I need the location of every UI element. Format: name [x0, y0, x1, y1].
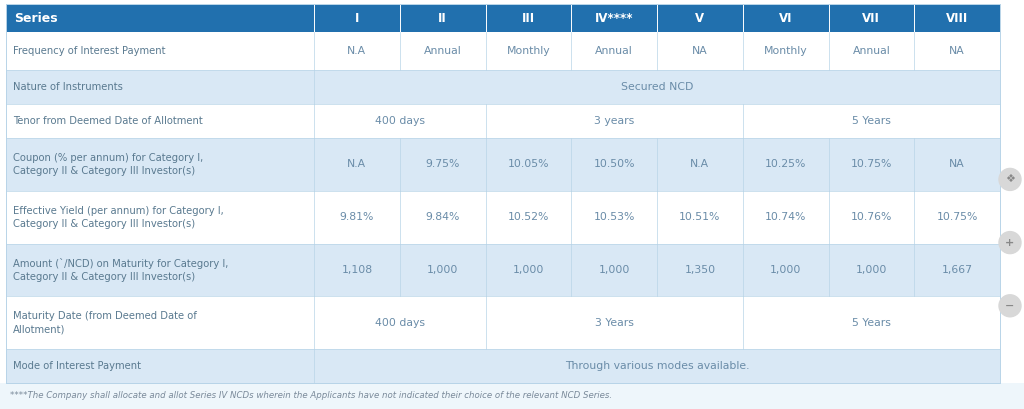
Text: ❖: ❖: [1005, 174, 1015, 184]
Bar: [6, 104, 1000, 138]
Bar: [6, 297, 1000, 349]
Text: Annual: Annual: [595, 46, 633, 56]
Text: Frequency of Interest Payment: Frequency of Interest Payment: [13, 46, 166, 56]
Text: Monthly: Monthly: [507, 46, 550, 56]
Text: 1,108: 1,108: [341, 265, 373, 275]
Text: 5 Years: 5 Years: [852, 116, 891, 126]
Text: 5 Years: 5 Years: [852, 318, 891, 328]
Text: IV****: IV****: [595, 11, 634, 25]
Circle shape: [999, 169, 1021, 191]
Text: 1,667: 1,667: [942, 265, 973, 275]
Text: 1,000: 1,000: [598, 265, 630, 275]
Text: V: V: [695, 11, 705, 25]
Text: I: I: [354, 11, 359, 25]
Bar: [6, 70, 1000, 104]
Text: Effective Yield (per annum) for Category I,
Category II & Category III Investor(: Effective Yield (per annum) for Category…: [13, 205, 224, 229]
Text: 10.75%: 10.75%: [851, 159, 892, 169]
Circle shape: [999, 231, 1021, 254]
Text: Tenor from Deemed Date of Allotment: Tenor from Deemed Date of Allotment: [13, 116, 203, 126]
Text: Maturity Date (from Deemed Date of
Allotment): Maturity Date (from Deemed Date of Allot…: [13, 311, 197, 335]
Text: VIII: VIII: [946, 11, 969, 25]
Text: NA: NA: [949, 46, 965, 56]
Text: NA: NA: [692, 46, 708, 56]
Text: III: III: [522, 11, 535, 25]
Text: Annual: Annual: [853, 46, 890, 56]
Text: NA: NA: [949, 159, 965, 169]
Text: 10.53%: 10.53%: [594, 212, 635, 222]
Text: Nature of Instruments: Nature of Instruments: [13, 82, 123, 92]
Text: Coupon (% per annum) for Category I,
Category II & Category III Investor(s): Coupon (% per annum) for Category I, Cat…: [13, 153, 203, 176]
Text: Amount (`/NCD) on Maturity for Category I,
Category II & Category III Investor(s: Amount (`/NCD) on Maturity for Category …: [13, 258, 228, 282]
Text: VI: VI: [779, 11, 793, 25]
Text: Mode of Interest Payment: Mode of Interest Payment: [13, 361, 141, 371]
Text: N.A: N.A: [690, 159, 710, 169]
Text: ****The Company shall allocate and allot Series IV NCDs wherein the Applicants h: ****The Company shall allocate and allot…: [10, 391, 612, 400]
Text: 400 days: 400 days: [375, 318, 425, 328]
Text: Secured NCD: Secured NCD: [621, 82, 693, 92]
Text: 1,000: 1,000: [513, 265, 544, 275]
Text: 10.25%: 10.25%: [765, 159, 806, 169]
Text: −: −: [1006, 301, 1015, 311]
Text: 3 years: 3 years: [594, 116, 634, 126]
Circle shape: [999, 295, 1021, 317]
Text: 10.52%: 10.52%: [508, 212, 549, 222]
Text: N.A: N.A: [347, 159, 367, 169]
Text: 10.75%: 10.75%: [936, 212, 978, 222]
Text: 10.76%: 10.76%: [851, 212, 892, 222]
Bar: [6, 4, 1000, 32]
Bar: [6, 191, 1000, 244]
Text: 1,000: 1,000: [770, 265, 802, 275]
Text: N.A: N.A: [347, 46, 367, 56]
Bar: [6, 349, 1000, 383]
Text: 3 Years: 3 Years: [595, 318, 634, 328]
Text: 9.84%: 9.84%: [425, 212, 460, 222]
Bar: [6, 138, 1000, 191]
Text: 10.74%: 10.74%: [765, 212, 806, 222]
Text: 10.05%: 10.05%: [508, 159, 549, 169]
Text: 9.75%: 9.75%: [425, 159, 460, 169]
Text: 1,000: 1,000: [856, 265, 887, 275]
Text: 10.50%: 10.50%: [593, 159, 635, 169]
Text: Through various modes available.: Through various modes available.: [565, 361, 750, 371]
Text: Monthly: Monthly: [764, 46, 808, 56]
Text: +: +: [1006, 238, 1015, 247]
Text: Annual: Annual: [424, 46, 462, 56]
Bar: [6, 244, 1000, 297]
Text: 10.51%: 10.51%: [679, 212, 721, 222]
Bar: [6, 32, 1000, 70]
Text: 400 days: 400 days: [375, 116, 425, 126]
Text: 1,000: 1,000: [427, 265, 459, 275]
Text: VII: VII: [862, 11, 881, 25]
Text: 1,350: 1,350: [684, 265, 716, 275]
Text: 9.81%: 9.81%: [340, 212, 374, 222]
Text: Series: Series: [14, 11, 57, 25]
Bar: [0, 383, 1024, 409]
Text: II: II: [438, 11, 447, 25]
